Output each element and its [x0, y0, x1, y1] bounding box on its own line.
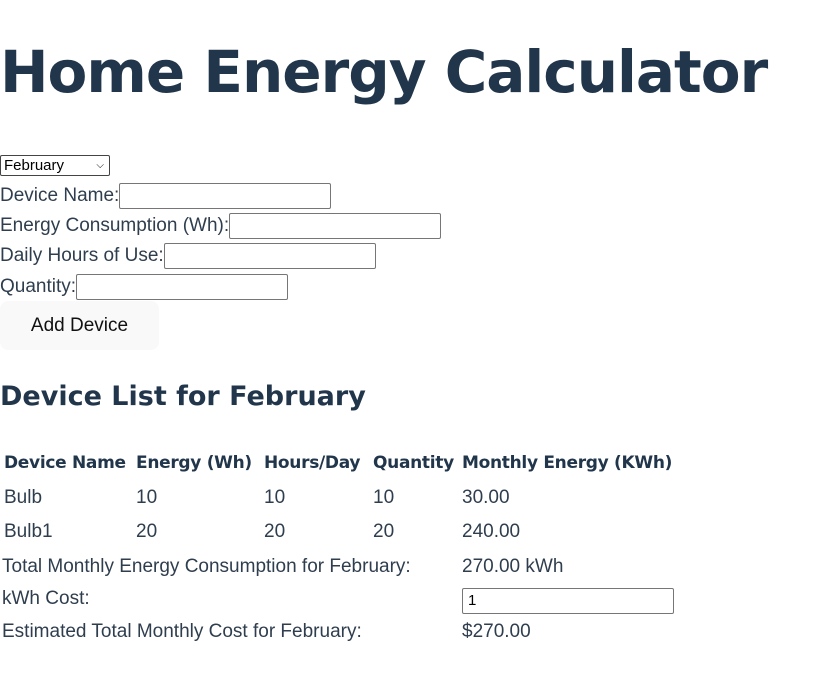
add-device-button[interactable]: Add Device	[0, 301, 159, 350]
kwh-cost-input[interactable]: 1	[462, 588, 674, 614]
energy-consumption-label: Energy Consumption (Wh):	[0, 215, 230, 236]
kwh-cost-label: kWh Cost:	[2, 588, 90, 609]
energy-row: Energy Consumption (Wh):	[0, 213, 442, 239]
table-cell-hours: 10	[264, 487, 286, 508]
hours-row: Daily Hours of Use:	[0, 243, 376, 269]
month-select[interactable]: February ⌵	[0, 155, 110, 176]
estimated-cost-label: Estimated Total Monthly Cost for Februar…	[2, 621, 362, 642]
estimated-cost-value: $270.00	[462, 621, 531, 642]
column-header-hours: Hours/Day	[264, 453, 361, 473]
table-cell-quantity: 10	[373, 487, 395, 508]
table-cell-energy: 10	[136, 487, 158, 508]
table-cell-energy: 20	[136, 521, 158, 542]
energy-consumption-input[interactable]	[229, 213, 442, 239]
column-header-quantity: Quantity	[373, 453, 454, 473]
month-select-value: February	[4, 157, 65, 174]
quantity-input[interactable]	[76, 274, 289, 300]
device-name-row: Device Name:	[0, 183, 332, 209]
chevron-down-icon: ⌵	[96, 160, 104, 171]
column-header-monthly-energy: Monthly Energy (KWh)	[462, 453, 673, 473]
total-energy-value: 270.00 kWh	[462, 556, 564, 577]
table-cell-hours: 20	[264, 521, 286, 542]
table-cell-device-name: Bulb1	[4, 521, 53, 542]
device-name-input[interactable]	[119, 183, 332, 209]
table-cell-device-name: Bulb	[4, 487, 43, 508]
column-header-device-name: Device Name	[4, 453, 126, 473]
table-cell-quantity: 20	[373, 521, 395, 542]
table-cell-monthly-energy: 240.00	[462, 521, 521, 542]
total-energy-label: Total Monthly Energy Consumption for Feb…	[2, 556, 411, 577]
daily-hours-input[interactable]	[163, 243, 376, 269]
column-header-energy: Energy (Wh)	[136, 453, 252, 473]
quantity-label: Quantity:	[0, 276, 77, 297]
daily-hours-label: Daily Hours of Use:	[0, 245, 164, 266]
quantity-row: Quantity:	[0, 274, 289, 300]
device-list-heading: Device List for February	[0, 381, 366, 412]
device-name-label: Device Name:	[0, 185, 120, 206]
page-title: Home Energy Calculator	[0, 38, 768, 106]
table-cell-monthly-energy: 30.00	[462, 487, 510, 508]
